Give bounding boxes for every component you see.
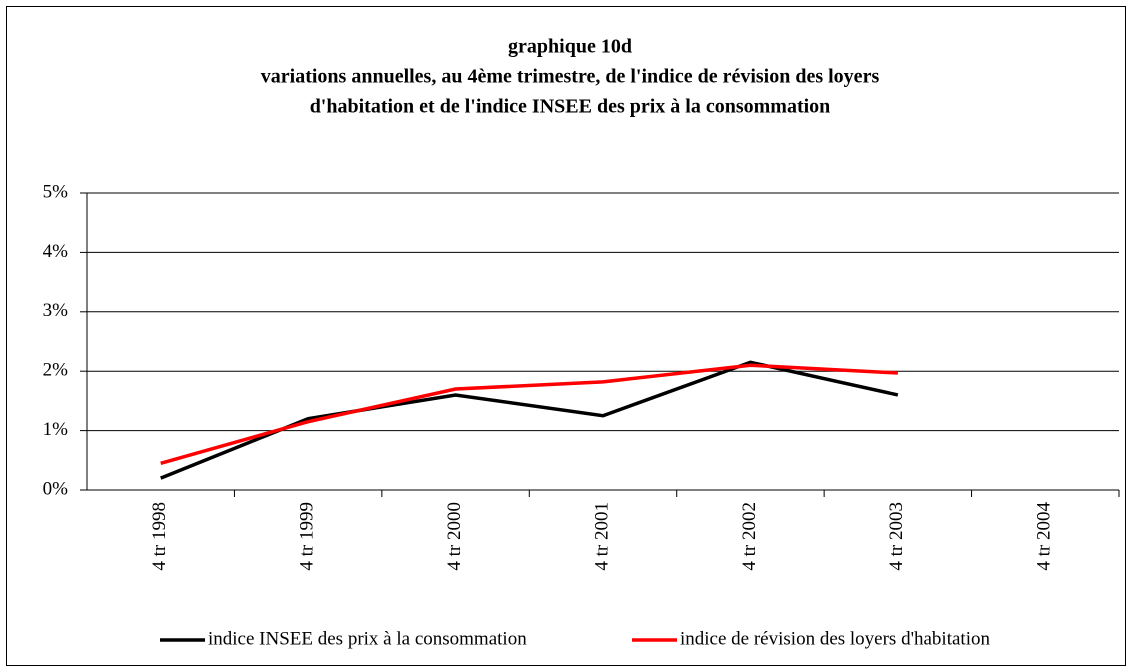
y-tick-label: 2%: [43, 360, 69, 381]
legend-label: indice de révision des loyers d'habitati…: [680, 628, 990, 649]
chart-title: graphique 10d: [508, 36, 632, 58]
chart-title: d'habitation et de l'indice INSEE des pr…: [310, 96, 831, 118]
x-tick-label: 4 tr 2002: [739, 502, 760, 571]
chart-title: variations annuelles, au 4ème trimestre,…: [261, 66, 880, 88]
y-tick-label: 1%: [43, 419, 69, 440]
y-tick-label: 4%: [43, 241, 69, 262]
x-tick-label: 4 tr 2003: [886, 502, 907, 571]
x-tick-label: 4 tr 2001: [591, 502, 612, 571]
x-tick-label: 4 tr 1998: [149, 502, 170, 571]
y-tick-label: 3%: [43, 300, 69, 321]
x-tick-label: 4 tr 2004: [1034, 502, 1055, 571]
line: [160, 363, 898, 465]
x-tick-label: 4 tr 2000: [444, 502, 465, 571]
legend-label: indice INSEE des prix à la consommation: [208, 628, 527, 649]
x-tick-label: 4 tr 1999: [297, 502, 318, 571]
y-tick-label: 5%: [43, 181, 69, 202]
y-tick-label: 0%: [43, 478, 69, 499]
chart-border: [6, 6, 1126, 666]
